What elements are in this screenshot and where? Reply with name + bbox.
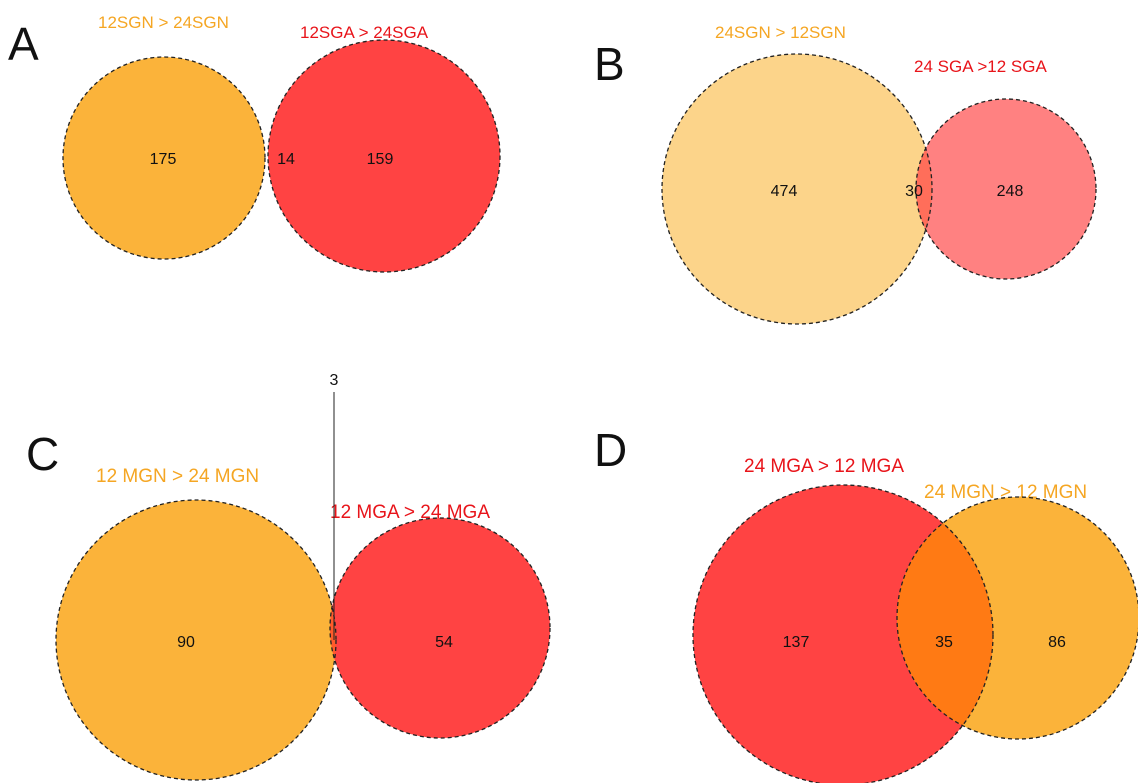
set-circle-left-b: [662, 54, 932, 324]
set-outline-left-b: [661, 53, 933, 325]
count-left-b: 474: [771, 183, 798, 200]
count-right-c: 54: [435, 634, 453, 651]
set-outline-left-c: [55, 499, 337, 781]
set-label-right-c: 12 MGA > 24 MGA: [330, 502, 490, 523]
count-overlap-d: 35: [935, 634, 953, 651]
set-label-left-a: 12SGN > 24SGN: [98, 13, 229, 32]
panel-letter-b: B: [594, 38, 625, 90]
count-right-b: 248: [997, 183, 1024, 200]
set-label-left-d: 24 MGA > 12 MGA: [744, 456, 904, 477]
set-circle-right-c: [330, 518, 550, 738]
count-left-c: 90: [177, 634, 195, 651]
panel-a: A 12SGN > 24SGN 12SGA > 24SGA 175 14 159: [8, 13, 501, 273]
count-overlap-c: 3: [330, 372, 339, 389]
set-label-left-c: 12 MGN > 24 MGN: [96, 466, 259, 487]
count-right-d: 86: [1048, 634, 1066, 651]
set-outline-left-a: [62, 56, 266, 260]
overlap-region-d: [897, 497, 993, 739]
panel-c: C 12 MGN > 24 MGN 12 MGA > 24 MGA 3 90 5…: [26, 372, 551, 781]
set-outline-right-b: [915, 98, 1097, 280]
set-circle-right-a: [268, 40, 500, 272]
set-label-right-d: 24 MGN > 12 MGN: [924, 482, 1087, 503]
set-circle-right-b: [916, 99, 1096, 279]
set-label-right-a: 12SGA > 24SGA: [300, 23, 429, 42]
count-left-d: 137: [783, 634, 810, 651]
panel-letter-d: D: [594, 424, 627, 476]
set-outline-left-d: [692, 484, 994, 783]
set-circle-left-a: [63, 57, 265, 259]
set-outline-right-c: [329, 517, 551, 739]
set-label-right-b: 24 SGA >12 SGA: [914, 57, 1047, 76]
set-circle-left-c: [56, 500, 336, 780]
count-overlap-b: 30: [905, 183, 923, 200]
count-overlap-a: 14: [277, 151, 295, 168]
set-label-left-b: 24SGN > 12SGN: [715, 23, 846, 42]
count-left-a: 175: [150, 151, 177, 168]
set-outline-right-d: [896, 496, 1138, 740]
panel-b: B 24SGN > 12SGN 24 SGA >12 SGA 474 30 24…: [594, 23, 1097, 325]
set-outline-right-a: [267, 39, 501, 273]
panel-d: D 24 MGA > 12 MGA 24 MGN > 12 MGN 137 35…: [594, 424, 1138, 783]
panel-letter-c: C: [26, 428, 59, 480]
count-right-a: 159: [367, 151, 394, 168]
panel-letter-a: A: [8, 18, 39, 70]
